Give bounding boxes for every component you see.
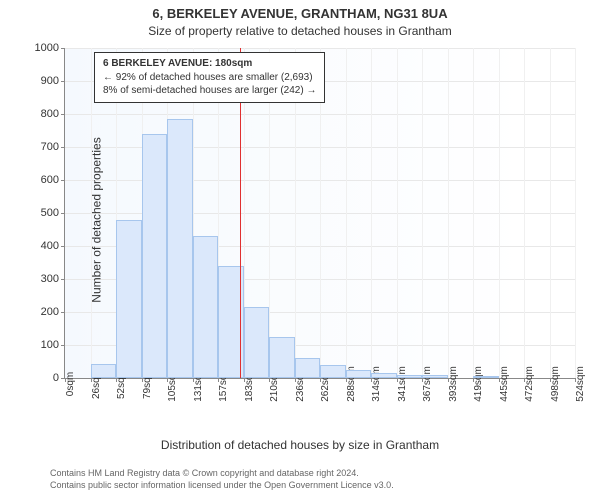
footer-attribution: Contains HM Land Registry data © Crown c… bbox=[50, 468, 394, 491]
chart-container: { "layout": { "width": 600, "height": 50… bbox=[0, 0, 600, 500]
y-tick-mark bbox=[61, 180, 65, 181]
y-tick-label: 700 bbox=[41, 141, 59, 153]
x-tick-label: 341sqm bbox=[397, 366, 408, 402]
y-tick-label: 300 bbox=[41, 273, 59, 285]
annotation-line-2: ← 92% of detached houses are smaller (2,… bbox=[103, 71, 316, 85]
histogram-bar bbox=[295, 358, 321, 378]
chart-title-main: 6, BERKELEY AVENUE, GRANTHAM, NG31 8UA bbox=[0, 6, 600, 21]
y-axis-label: Number of detached properties bbox=[90, 137, 104, 302]
y-tick-label: 1000 bbox=[35, 42, 59, 54]
histogram-bar bbox=[193, 236, 219, 378]
gridline-vertical bbox=[524, 48, 525, 378]
y-tick-label: 100 bbox=[41, 339, 59, 351]
y-tick-mark bbox=[61, 114, 65, 115]
x-tick-label: 498sqm bbox=[550, 366, 561, 402]
histogram-bar bbox=[116, 220, 142, 378]
annotation-line-1: 6 BERKELEY AVENUE: 180sqm bbox=[103, 57, 316, 71]
footer-line-2: Contains public sector information licen… bbox=[50, 480, 394, 492]
y-tick-mark bbox=[61, 147, 65, 148]
gridline-vertical bbox=[448, 48, 449, 378]
histogram-bar bbox=[422, 375, 448, 378]
histogram-bar bbox=[167, 119, 193, 378]
y-tick-mark bbox=[61, 48, 65, 49]
x-tick-label: 524sqm bbox=[575, 366, 586, 402]
x-tick-label: 314sqm bbox=[371, 366, 382, 402]
gridline-vertical bbox=[473, 48, 474, 378]
histogram-bar bbox=[473, 376, 499, 378]
footer-line-1: Contains HM Land Registry data © Crown c… bbox=[50, 468, 394, 480]
gridline-vertical bbox=[371, 48, 372, 378]
x-tick-label: 445sqm bbox=[499, 366, 510, 402]
annotation-box: 6 BERKELEY AVENUE: 180sqm ← 92% of detac… bbox=[94, 52, 325, 103]
y-tick-mark bbox=[61, 345, 65, 346]
gridline-vertical bbox=[397, 48, 398, 378]
y-tick-mark bbox=[61, 213, 65, 214]
x-tick-label: 419sqm bbox=[473, 366, 484, 402]
gridline-vertical bbox=[499, 48, 500, 378]
y-tick-label: 800 bbox=[41, 108, 59, 120]
x-tick-label: 472sqm bbox=[524, 366, 535, 402]
y-tick-mark bbox=[61, 81, 65, 82]
x-tick-label: 393sqm bbox=[448, 366, 459, 402]
x-tick-label: 367sqm bbox=[422, 366, 433, 402]
y-tick-label: 200 bbox=[41, 306, 59, 318]
x-tick-label: 0sqm bbox=[65, 372, 76, 396]
histogram-bar bbox=[142, 134, 168, 378]
chart-title-sub: Size of property relative to detached ho… bbox=[0, 24, 600, 38]
y-tick-mark bbox=[61, 279, 65, 280]
y-tick-mark bbox=[61, 312, 65, 313]
y-tick-label: 600 bbox=[41, 174, 59, 186]
histogram-bar bbox=[371, 373, 397, 378]
histogram-bar bbox=[244, 307, 270, 378]
gridline-vertical bbox=[550, 48, 551, 378]
y-tick-label: 0 bbox=[53, 372, 59, 384]
histogram-bar bbox=[320, 365, 346, 378]
histogram-bar bbox=[91, 364, 117, 378]
annotation-line-3: 8% of semi-detached houses are larger (2… bbox=[103, 84, 316, 98]
histogram-bar bbox=[269, 337, 295, 378]
y-tick-mark bbox=[61, 246, 65, 247]
gridline-vertical bbox=[346, 48, 347, 378]
gridline-vertical bbox=[575, 48, 576, 378]
gridline-vertical bbox=[422, 48, 423, 378]
histogram-bar bbox=[397, 375, 423, 378]
y-tick-label: 900 bbox=[41, 75, 59, 87]
x-axis-label: Distribution of detached houses by size … bbox=[0, 438, 600, 452]
y-tick-label: 500 bbox=[41, 207, 59, 219]
y-tick-label: 400 bbox=[41, 240, 59, 252]
histogram-bar bbox=[346, 370, 372, 378]
